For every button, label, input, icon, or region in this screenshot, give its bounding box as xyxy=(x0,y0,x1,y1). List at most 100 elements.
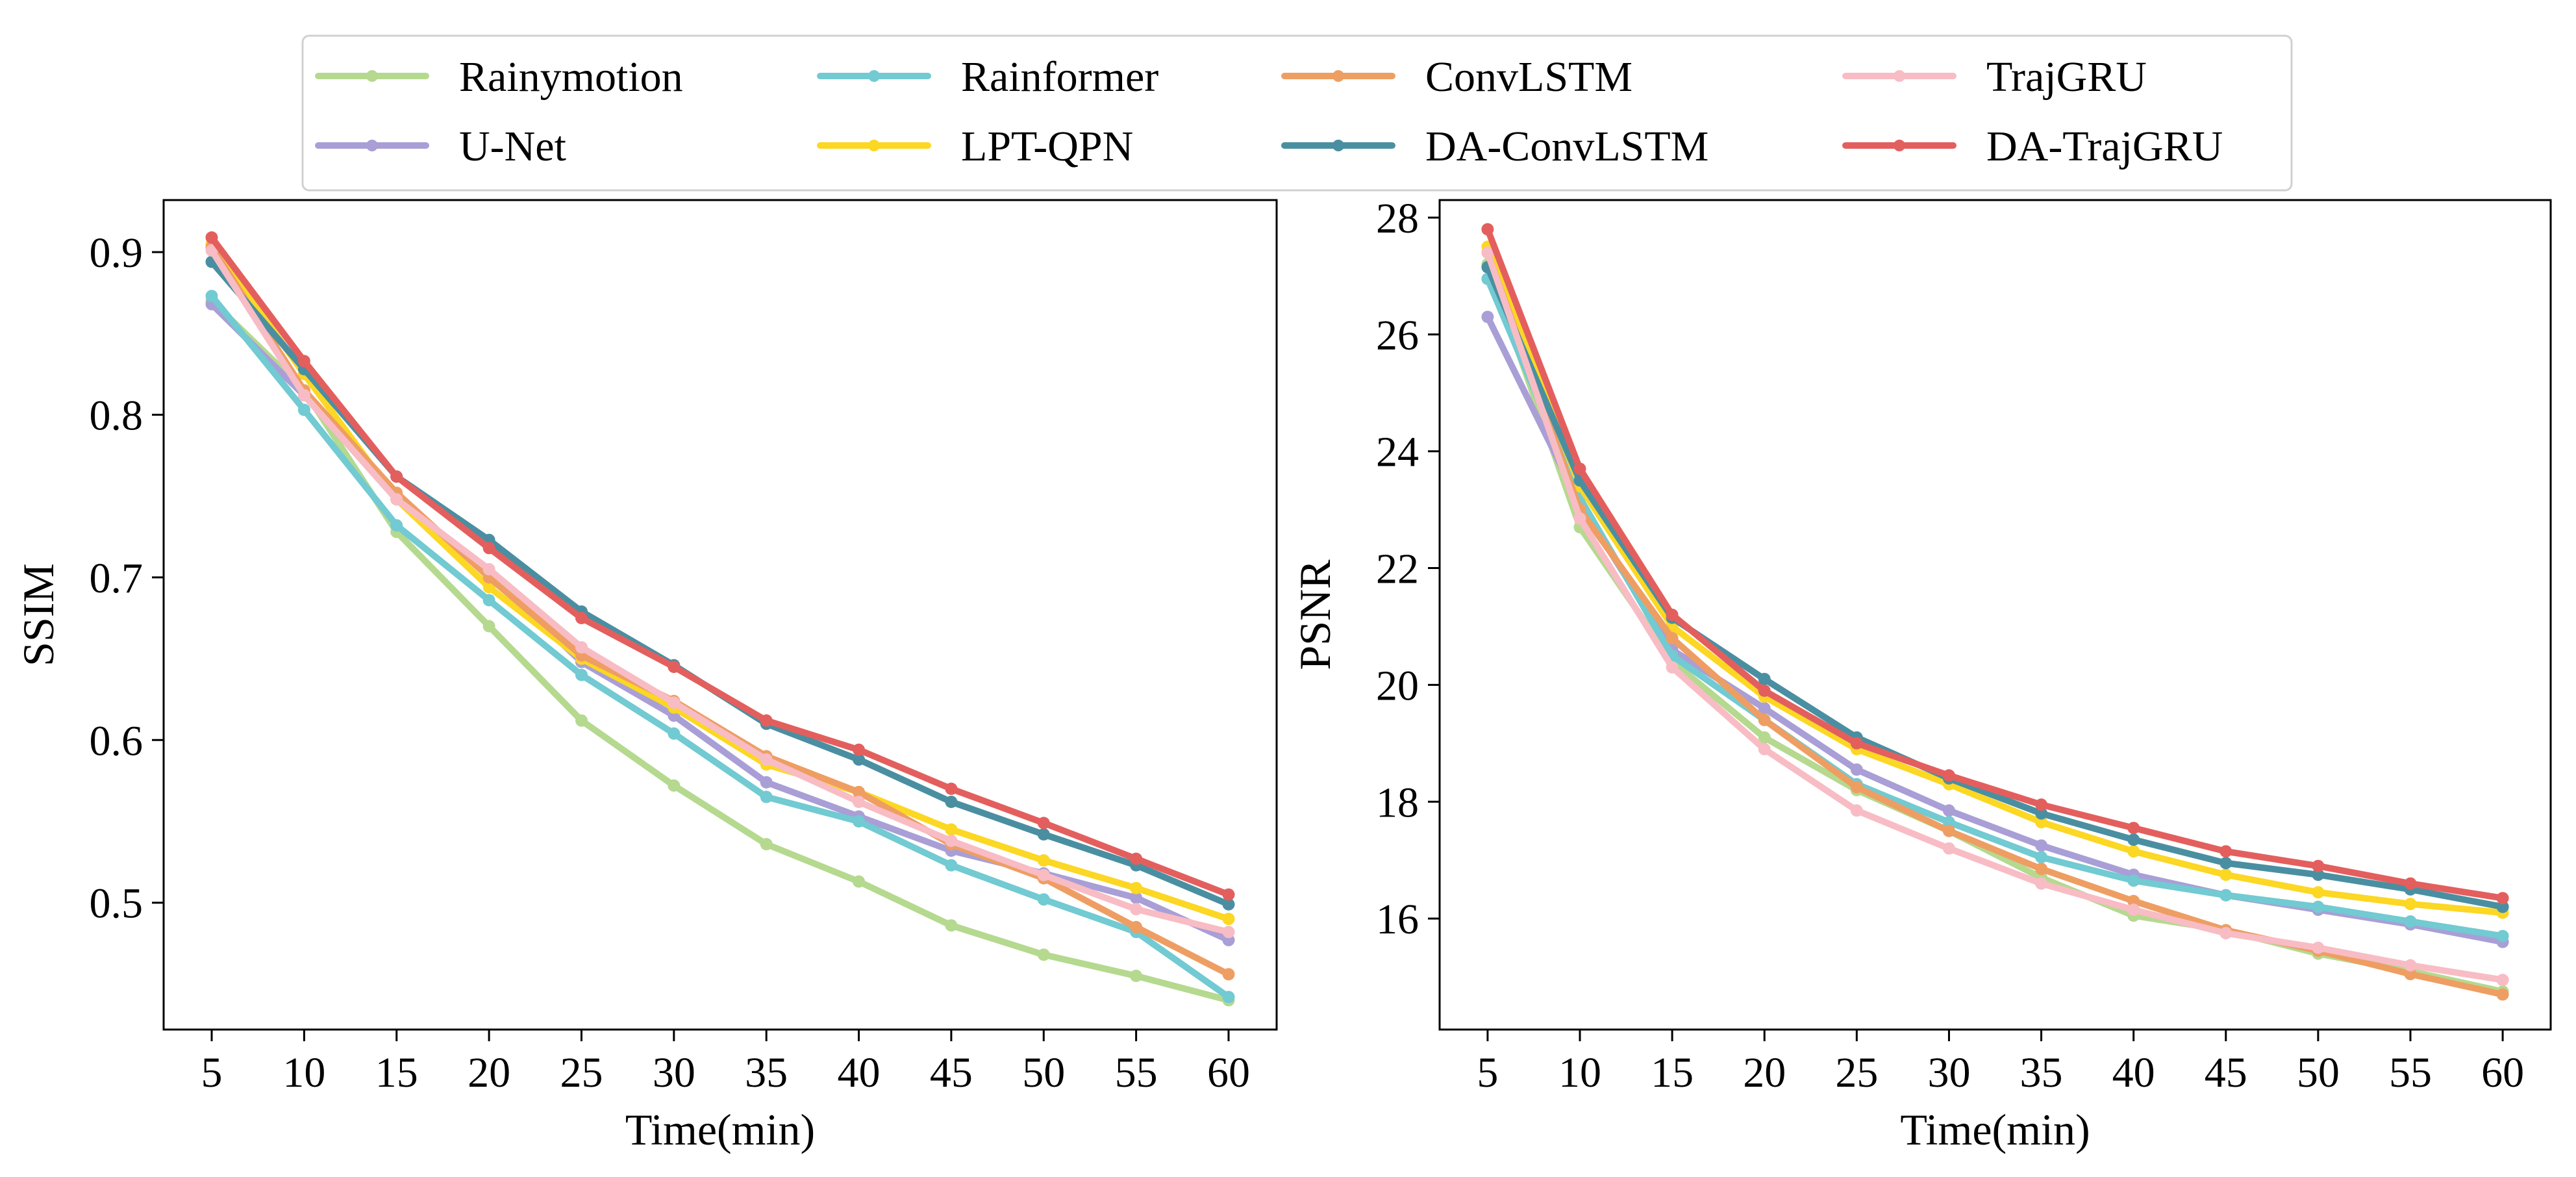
data-point-da-trajgru xyxy=(2035,798,2048,811)
data-point-u-net xyxy=(1130,891,1143,904)
data-point-lpt-qpn xyxy=(945,823,958,836)
data-point-convlstm xyxy=(2496,988,2509,1001)
data-point-da-trajgru xyxy=(945,782,958,795)
legend-entry-rainymotion: Rainymotion xyxy=(315,53,683,101)
series-line-rainformer xyxy=(208,292,1232,1000)
ssim-panel: 5 10 15 20 25 30 35 40 45 50 55 60 0.5 0.6 0.7 0.8 0.9 Ti… xyxy=(14,199,1278,1154)
data-point-rainformer xyxy=(2035,851,2048,864)
data-point-trajgru xyxy=(2496,974,2509,987)
data-point-trajgru xyxy=(2220,927,2232,940)
legend-label: TrajGRU xyxy=(1986,53,2147,101)
data-point-da-trajgru xyxy=(1666,609,1679,621)
x-tick-label: 20 xyxy=(468,1049,510,1096)
series-group xyxy=(205,231,1235,1007)
data-point-rainymotion xyxy=(575,714,588,727)
data-point-trajgru xyxy=(1222,926,1235,939)
data-point-da-trajgru xyxy=(575,612,588,624)
data-point-convlstm xyxy=(2404,968,2417,981)
data-point-da-trajgru xyxy=(1037,816,1050,829)
x-tick-label: 30 xyxy=(1927,1049,1970,1096)
data-point-rainformer xyxy=(1037,893,1050,906)
data-point-rainformer xyxy=(1942,816,1955,829)
legend-swatch-marker xyxy=(1894,70,1905,82)
x-tick-label: 35 xyxy=(2020,1049,2063,1096)
data-point-trajgru xyxy=(945,835,958,847)
series-line-lpt-qpn xyxy=(1484,243,2507,917)
legend-swatch-marker xyxy=(1894,140,1905,151)
data-point-da-trajgru xyxy=(1481,223,1494,236)
legend-entry-da-trajgru: DA-TrajGRU xyxy=(1842,123,2223,170)
data-point-da-trajgru xyxy=(760,714,773,727)
x-axis-label: Time(min) xyxy=(1900,1105,2090,1154)
plot-frame xyxy=(162,199,1278,1031)
y-tick-label: 28 xyxy=(1376,195,1419,242)
data-point-convlstm xyxy=(1666,632,1679,644)
series-rainformer xyxy=(205,290,1235,1004)
series-da-trajgru xyxy=(1481,223,2509,905)
data-point-da-trajgru xyxy=(482,542,495,555)
data-point-u-net xyxy=(1942,804,1955,817)
data-point-trajgru xyxy=(575,641,588,654)
x-tick-label: 40 xyxy=(838,1049,881,1096)
series-trajgru xyxy=(1481,246,2509,987)
data-point-rainformer xyxy=(575,668,588,681)
data-point-u-net xyxy=(760,776,773,789)
x-tick-label: 55 xyxy=(1115,1049,1158,1096)
x-tick-label: 55 xyxy=(2389,1049,2432,1096)
data-point-da-convlstm xyxy=(853,753,865,766)
series-line-rainformer xyxy=(1484,275,2507,940)
series-line-da-convlstm xyxy=(208,259,1232,908)
data-point-rainymotion xyxy=(482,620,495,633)
data-point-da-trajgru xyxy=(1942,769,1955,782)
data-point-rainymotion xyxy=(760,838,773,851)
series-line-trajgru xyxy=(208,247,1232,935)
data-point-da-convlstm xyxy=(1037,828,1050,841)
x-tick-label: 15 xyxy=(375,1049,418,1096)
data-point-da-trajgru xyxy=(1222,888,1235,901)
data-point-convlstm xyxy=(1942,824,1955,837)
data-point-rainformer xyxy=(2220,889,2232,902)
data-point-lpt-qpn xyxy=(1222,913,1235,926)
data-point-da-convlstm xyxy=(2127,833,2140,846)
series-line-trajgru xyxy=(1484,249,2507,983)
data-point-rainformer xyxy=(297,403,310,416)
series-lpt-qpn xyxy=(1481,240,2509,919)
data-point-trajgru xyxy=(482,563,495,576)
legend-entry-u-net: U-Net xyxy=(315,123,566,170)
data-point-da-trajgru xyxy=(1130,852,1143,865)
data-point-da-trajgru xyxy=(2127,822,2140,835)
series-line-da-trajgru xyxy=(208,234,1232,898)
data-point-trajgru xyxy=(2404,959,2417,972)
x-tick-label: 25 xyxy=(560,1049,603,1096)
data-point-trajgru xyxy=(1758,742,1771,755)
data-point-trajgru xyxy=(205,244,218,257)
legend-label: Rainymotion xyxy=(459,53,683,101)
legend: Rainymotion Rainformer ConvLSTM TrajGRU U-Ne… xyxy=(301,34,2293,192)
x-tick-label: 5 xyxy=(1477,1049,1498,1096)
data-point-lpt-qpn xyxy=(2035,816,2048,829)
series-rainymotion xyxy=(1481,258,2509,998)
x-tick-label: 50 xyxy=(2297,1049,2340,1096)
data-point-da-trajgru xyxy=(2220,845,2232,858)
x-tick-label: 15 xyxy=(1651,1049,1694,1096)
x-tick-label: 60 xyxy=(1207,1049,1250,1096)
data-point-da-trajgru xyxy=(2312,859,2325,872)
y-tick-label: 0.5 xyxy=(90,880,144,928)
legend-swatch-marker xyxy=(366,140,378,151)
data-point-da-trajgru xyxy=(1850,737,1863,750)
data-point-u-net xyxy=(1850,763,1863,776)
data-point-da-trajgru xyxy=(668,661,681,674)
data-point-trajgru xyxy=(297,389,310,401)
legend-label: DA-TrajGRU xyxy=(1986,123,2223,170)
legend-label: Rainformer xyxy=(961,53,1158,101)
x-tick-label: 20 xyxy=(1743,1049,1786,1096)
x-tick-label: 45 xyxy=(930,1049,973,1096)
x-tick-label: 25 xyxy=(1835,1049,1878,1096)
data-point-trajgru xyxy=(1481,246,1494,259)
x-tick-label: 35 xyxy=(745,1049,788,1096)
data-point-trajgru xyxy=(2312,941,2325,954)
legend-label: U-Net xyxy=(459,123,566,170)
data-point-da-trajgru xyxy=(2496,892,2509,905)
data-point-rainformer xyxy=(205,290,218,303)
